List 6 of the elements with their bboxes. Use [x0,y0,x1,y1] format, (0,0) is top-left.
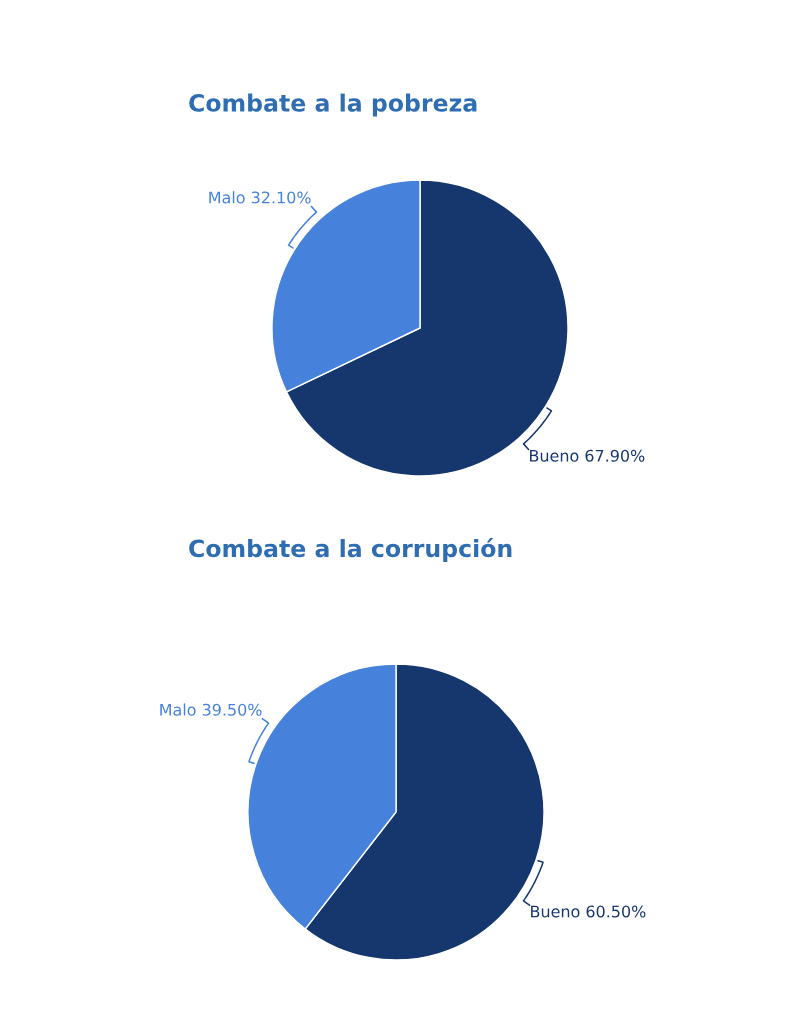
slice-label: Malo 39.50% [160,703,262,716]
slice-label: Bueno 60.50% [531,905,646,918]
chart-title: Combate a la pobreza [189,93,477,117]
chart-title: Combate a la corrupción [189,538,512,562]
slice-label: Malo 32.10% [209,191,311,204]
slice-label: Bueno 67.90% [530,449,645,462]
